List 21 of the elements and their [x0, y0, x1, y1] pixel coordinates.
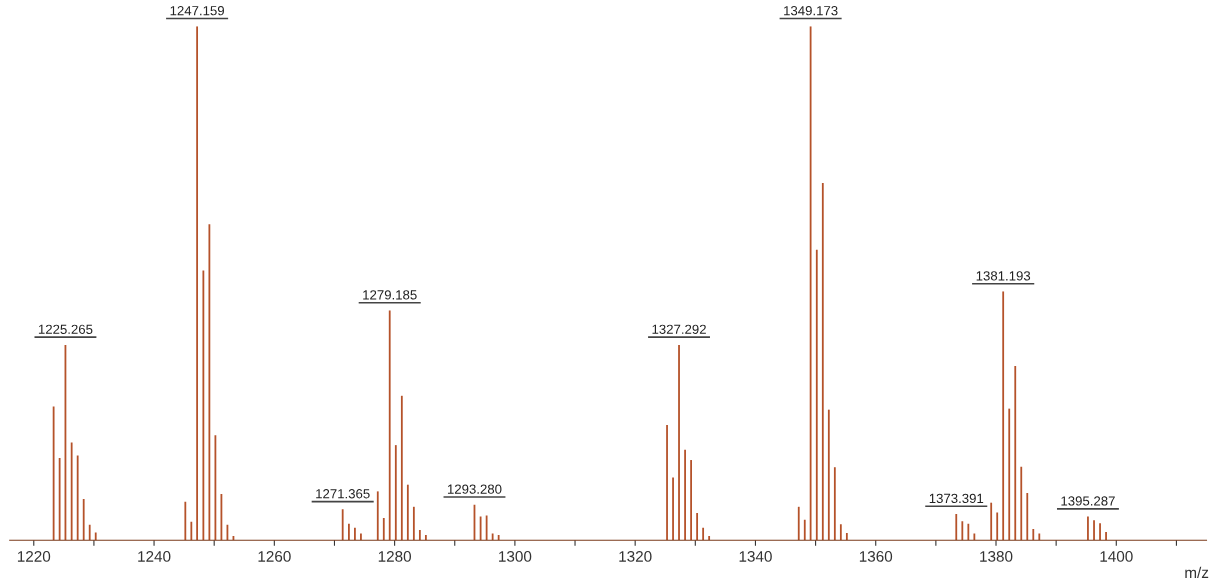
annotation: 1373.391	[929, 493, 984, 504]
annotation: 1293.280	[447, 484, 502, 494]
x-tick-label: 1260	[258, 551, 291, 562]
annotation: 1327.292	[652, 324, 706, 334]
x-tick-label: 1380	[980, 551, 1013, 562]
annotation: 1395.287	[1061, 496, 1115, 506]
x-tick-label: 1340	[739, 551, 772, 562]
x-tick-label: 1400	[1100, 551, 1133, 562]
x-axis-title: m/z	[1185, 566, 1209, 579]
annotation: 1349.173	[784, 6, 838, 16]
annotation: 1381.193	[976, 271, 1031, 281]
x-tick-label: 1240	[138, 551, 171, 562]
annotation: 1279.185	[363, 290, 417, 300]
x-tick-label: 1300	[499, 551, 532, 562]
annotation: 1247.159	[170, 6, 224, 16]
annotation: 1271.365	[316, 489, 370, 499]
x-tick-label: 1320	[619, 551, 652, 562]
x-tick-label: 1360	[859, 551, 893, 562]
x-tick-label: 1280	[378, 551, 412, 562]
x-tick-label: 1220	[17, 551, 51, 562]
annotation: 1225.265	[38, 324, 93, 334]
